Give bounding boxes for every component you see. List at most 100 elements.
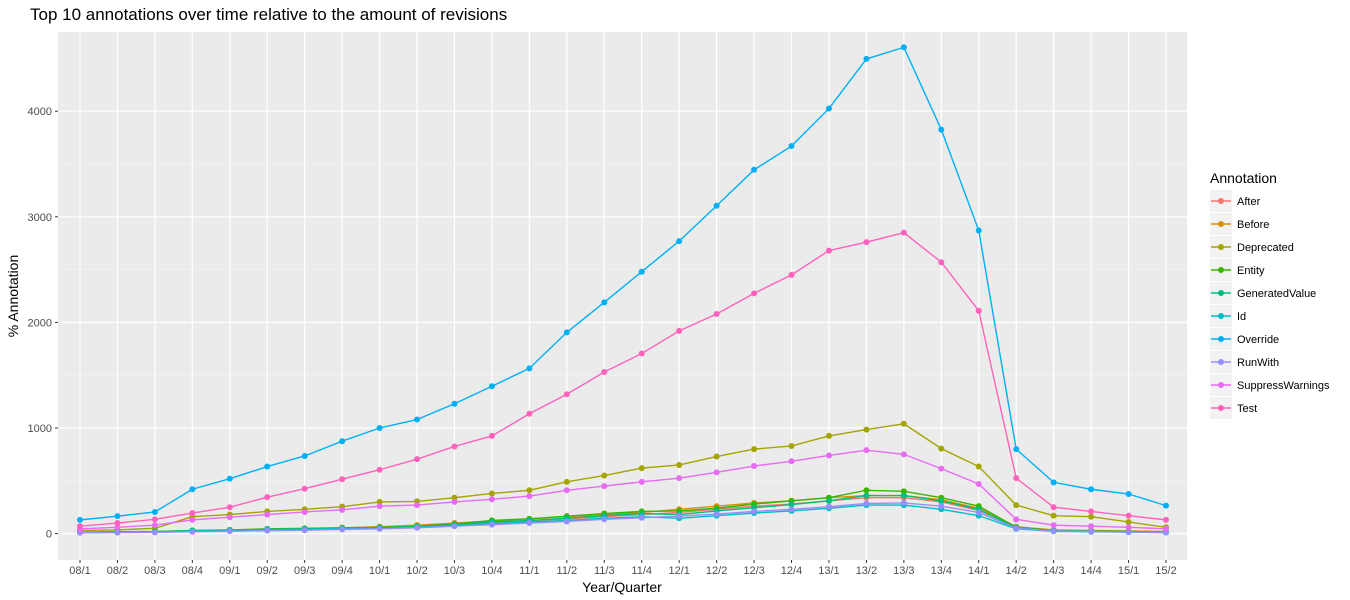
data-point: [938, 259, 945, 266]
data-point: [713, 202, 720, 209]
data-point: [1088, 508, 1095, 515]
y-tick-label: 4000: [28, 106, 52, 118]
data-point: [1163, 525, 1169, 532]
data-point: [451, 498, 458, 505]
data-point: [1163, 502, 1169, 509]
data-point: [900, 492, 907, 499]
series-line: [79, 449, 1167, 530]
y-tick-label: 3000: [28, 212, 52, 224]
legend-item: Id: [1210, 305, 1246, 327]
legend-item: After: [1210, 190, 1261, 212]
x-tick-label: 09/3: [294, 565, 315, 577]
data-point: [676, 475, 683, 482]
data-point: [226, 504, 233, 511]
legend-label: Override: [1237, 334, 1279, 346]
data-point: [825, 497, 832, 504]
x-tick-label: 11/1: [519, 565, 540, 577]
data-point: [1013, 502, 1020, 509]
series-Test: [77, 229, 1169, 530]
data-point: [825, 432, 832, 439]
data-point: [751, 446, 758, 453]
data-point: [863, 500, 870, 507]
x-tick-label: 08/2: [107, 565, 128, 577]
data-point: [1013, 525, 1020, 532]
data-point: [488, 432, 495, 439]
data-point: [451, 523, 458, 530]
data-point: [863, 447, 870, 454]
x-tick-label: 10/1: [369, 565, 390, 577]
data-point: [975, 463, 982, 470]
series-line: [79, 502, 1167, 534]
data-point: [376, 466, 383, 473]
data-point: [301, 508, 308, 515]
data-point: [1050, 527, 1057, 534]
data-point: [713, 453, 720, 460]
data-point: [863, 487, 870, 494]
data-point: [189, 516, 196, 523]
data-point: [751, 508, 758, 515]
data-point: [488, 521, 495, 528]
data-point: [526, 487, 533, 494]
data-point: [563, 329, 570, 336]
data-point: [638, 350, 645, 357]
data-point: [151, 508, 158, 515]
chart-title: Top 10 annotations over time relative to…: [30, 5, 507, 24]
legend-item: RunWith: [1210, 351, 1279, 373]
data-point: [1088, 528, 1095, 535]
data-point: [451, 494, 458, 501]
data-point: [376, 425, 383, 431]
data-point: [863, 239, 870, 246]
data-point: [301, 527, 308, 534]
series-Override: [77, 44, 1169, 523]
data-point: [189, 486, 196, 493]
legend-key-point: [1218, 267, 1224, 273]
x-tick-label: 10/4: [481, 565, 502, 577]
data-point: [488, 496, 495, 503]
x-tick-label: 11/2: [557, 565, 578, 577]
data-point: [713, 310, 720, 317]
x-tick-label: 09/1: [219, 565, 240, 577]
data-point: [788, 506, 795, 513]
data-point: [825, 452, 832, 459]
legend-label: SuppressWarnings: [1237, 380, 1330, 392]
y-tick-label: 2000: [28, 317, 52, 329]
x-tick-label: 11/3: [594, 565, 615, 577]
data-point: [601, 516, 608, 523]
data-point: [339, 438, 346, 445]
data-point: [1163, 516, 1169, 523]
data-point: [788, 458, 795, 465]
data-point: [1088, 513, 1095, 520]
data-point: [189, 510, 196, 517]
data-point: [1013, 516, 1020, 523]
data-point: [114, 529, 121, 536]
legend-key-point: [1218, 359, 1224, 365]
legend-label: RunWith: [1237, 357, 1279, 369]
data-point: [638, 478, 645, 485]
data-point: [226, 514, 233, 521]
data-point: [676, 513, 683, 520]
data-point: [414, 416, 421, 423]
data-point: [601, 472, 608, 479]
data-point: [264, 463, 271, 470]
data-point: [938, 445, 945, 452]
data-point: [114, 524, 121, 531]
data-point: [376, 503, 383, 510]
series-line: [79, 423, 1167, 532]
x-axis-ticks: 08/1 08/2 08/3 08/4 09/1 09/2 09/3 09/4 10/1 10/2…: [69, 560, 1177, 577]
legend-item: Before: [1210, 213, 1269, 235]
x-tick-label: 14/2: [1005, 565, 1026, 577]
legend-key-point: [1218, 198, 1224, 204]
x-tick-label: 12/2: [706, 565, 727, 577]
legend-key-point: [1218, 336, 1224, 342]
data-point: [863, 492, 870, 499]
data-point: [1125, 491, 1132, 497]
series-line: [79, 504, 1167, 534]
data-point: [676, 238, 683, 245]
x-tick-label: 12/3: [743, 565, 764, 577]
legend-key-point: [1218, 382, 1224, 388]
x-tick-label: 08/3: [144, 565, 165, 577]
data-point: [676, 327, 683, 334]
data-point: [975, 480, 982, 487]
data-point: [975, 307, 982, 314]
legend-item: Entity: [1210, 259, 1265, 281]
